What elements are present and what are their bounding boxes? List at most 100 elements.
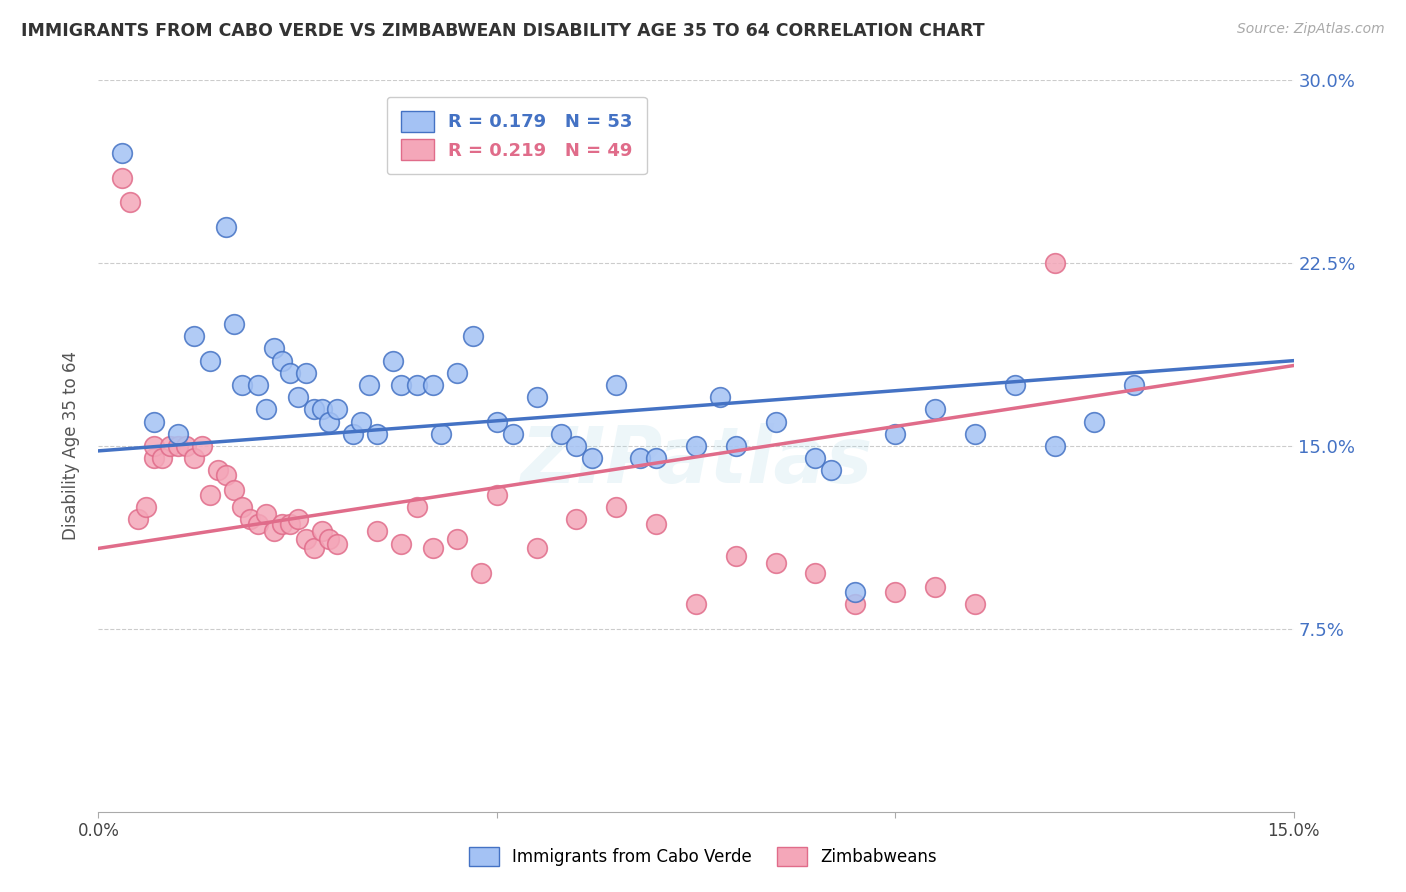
Point (1043, 439, 1066, 453)
Point (461, 329, 484, 343)
Point (446, 532, 468, 546)
Point (526, 390, 548, 404)
Point (198, 488, 221, 502)
Point (406, 378, 429, 392)
Point (1004, 378, 1026, 392)
Point (159, 439, 181, 453)
Point (135, 500, 157, 514)
Point (485, 415, 508, 429)
Point (143, 451, 166, 466)
Point (884, 426, 907, 441)
Point (302, 402, 325, 417)
Point (765, 556, 787, 570)
Point (318, 532, 340, 546)
Point (287, 512, 309, 526)
Point (231, 378, 253, 392)
Point (326, 402, 349, 417)
Point (111, 170, 134, 185)
Point (605, 500, 627, 514)
Point (326, 536, 349, 550)
Point (191, 439, 214, 453)
Point (924, 581, 946, 595)
Point (724, 439, 747, 453)
Point (198, 353, 221, 368)
Point (318, 415, 340, 429)
Point (446, 366, 468, 380)
Point (709, 390, 731, 404)
Point (342, 426, 364, 441)
Point (844, 598, 866, 612)
Point (526, 541, 548, 556)
Point (389, 378, 412, 392)
Point (804, 566, 827, 580)
Legend: Immigrants from Cabo Verde, Zimbabweans: Immigrants from Cabo Verde, Zimbabweans (456, 833, 950, 880)
Point (581, 451, 603, 466)
Point (183, 451, 205, 466)
Point (287, 390, 309, 404)
Point (246, 378, 269, 392)
Point (246, 516, 269, 531)
Point (628, 451, 651, 466)
Y-axis label: Disability Age 35 to 64: Disability Age 35 to 64 (62, 351, 80, 541)
Point (366, 426, 388, 441)
Point (143, 439, 166, 453)
Point (804, 451, 827, 466)
Text: ZIPatlas: ZIPatlas (520, 423, 872, 499)
Point (278, 366, 301, 380)
Point (222, 483, 245, 497)
Point (366, 524, 388, 539)
Point (685, 598, 707, 612)
Point (215, 468, 238, 483)
Point (422, 378, 444, 392)
Point (765, 415, 787, 429)
Point (844, 585, 866, 599)
Point (502, 426, 524, 441)
Point (389, 536, 412, 550)
Point (963, 598, 986, 612)
Point (263, 342, 285, 356)
Point (565, 512, 588, 526)
Point (382, 353, 405, 368)
Point (485, 488, 508, 502)
Point (207, 463, 229, 477)
Point (963, 426, 986, 441)
Point (422, 541, 444, 556)
Point (167, 439, 190, 453)
Point (605, 378, 627, 392)
Point (150, 451, 173, 466)
Point (270, 353, 292, 368)
Point (724, 549, 747, 563)
Point (430, 426, 453, 441)
Point (174, 439, 197, 453)
Point (924, 402, 946, 417)
Point (167, 426, 190, 441)
Point (645, 451, 668, 466)
Point (263, 524, 285, 539)
Point (239, 512, 262, 526)
Point (1123, 378, 1146, 392)
Text: IMMIGRANTS FROM CABO VERDE VS ZIMBABWEAN DISABILITY AGE 35 TO 64 CORRELATION CHA: IMMIGRANTS FROM CABO VERDE VS ZIMBABWEAN… (21, 22, 984, 40)
Point (120, 195, 142, 210)
Point (183, 329, 205, 343)
Point (143, 415, 166, 429)
Point (645, 516, 668, 531)
Point (311, 524, 333, 539)
Point (550, 426, 572, 441)
Point (294, 366, 316, 380)
Point (1083, 415, 1105, 429)
Point (294, 532, 316, 546)
Point (222, 317, 245, 331)
Point (884, 585, 907, 599)
Point (470, 566, 492, 580)
Point (685, 439, 707, 453)
Point (311, 402, 333, 417)
Text: Source: ZipAtlas.com: Source: ZipAtlas.com (1237, 22, 1385, 37)
Point (1043, 256, 1066, 270)
Point (254, 402, 277, 417)
Point (820, 463, 842, 477)
Point (231, 500, 253, 514)
Point (254, 508, 277, 522)
Point (406, 500, 429, 514)
Point (350, 415, 373, 429)
Point (359, 378, 381, 392)
